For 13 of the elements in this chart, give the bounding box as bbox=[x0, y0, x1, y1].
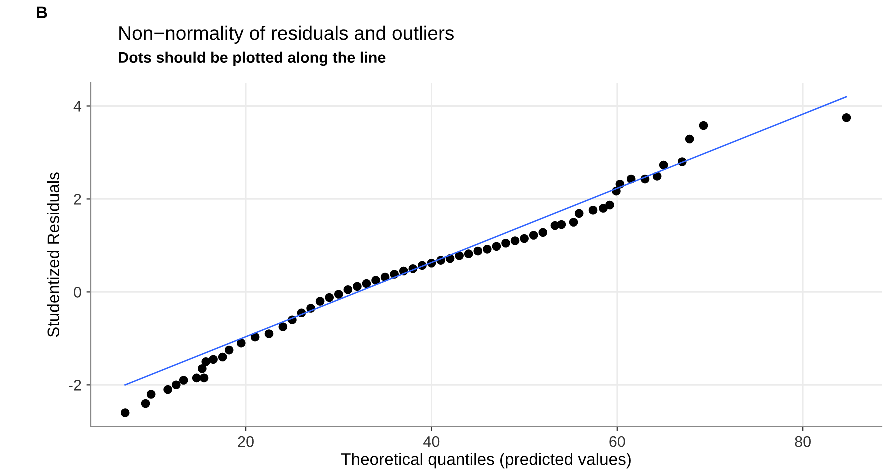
chart-subtitle: Dots should be plotted along the line bbox=[119, 52, 386, 66]
y-axis-title: Studentized Residuals bbox=[47, 172, 60, 338]
chart-title: Non−normality of residuals and outliers bbox=[120, 26, 454, 44]
x-tick-label: 40 bbox=[424, 436, 440, 448]
x-tick-label: 60 bbox=[610, 436, 626, 448]
y-tick-label: 0 bbox=[74, 287, 82, 298]
y-tick-label: 2 bbox=[74, 194, 82, 205]
x-tick-label: 20 bbox=[238, 436, 254, 448]
x-axis-title: Theoretical quantiles (predicted values) bbox=[341, 453, 631, 469]
x-tick-label: 80 bbox=[795, 436, 811, 448]
text: B bbox=[37, 6, 48, 18]
y-tick-label: -2 bbox=[69, 380, 82, 391]
y-tick-label: 4 bbox=[74, 101, 82, 112]
